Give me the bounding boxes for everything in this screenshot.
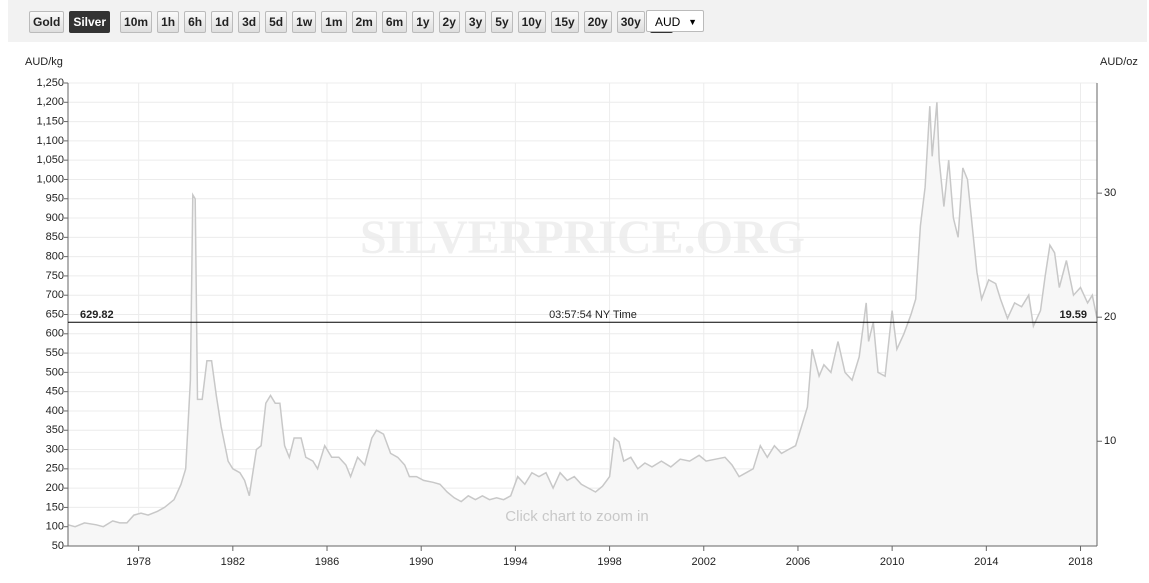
y2-axis-label: AUD/oz xyxy=(1100,56,1138,68)
range-button[interactable]: 1h xyxy=(157,11,180,33)
range-button[interactable]: 10m xyxy=(120,11,153,33)
x-tick-label: 2006 xyxy=(786,556,810,568)
y-tick-label: 1,050 xyxy=(36,154,64,166)
y-tick-label: 1,250 xyxy=(36,77,64,89)
y-tick-label: 400 xyxy=(46,405,64,417)
y2-tick-label: 10 xyxy=(1104,435,1116,447)
y-tick-label: 100 xyxy=(46,521,64,533)
x-tick-label: 2010 xyxy=(880,556,904,568)
range-button[interactable]: 30y xyxy=(616,11,645,33)
y-tick-label: 550 xyxy=(46,347,64,359)
range-button[interactable]: 6h xyxy=(184,11,207,33)
range-button[interactable]: 5y xyxy=(491,11,513,33)
y-tick-label: 250 xyxy=(46,463,64,475)
range-button[interactable]: 1y xyxy=(412,11,434,33)
y-tick-label: 1,000 xyxy=(36,173,64,185)
y-tick-label: 350 xyxy=(46,424,64,436)
y-tick-label: 300 xyxy=(46,443,64,455)
x-tick-label: 1990 xyxy=(409,556,433,568)
range-button[interactable]: 1w xyxy=(292,11,317,33)
y-tick-label: 450 xyxy=(46,386,64,398)
range-button[interactable]: 2y xyxy=(438,11,460,33)
y-tick-label: 650 xyxy=(46,308,64,320)
y-axis-label: AUD/kg xyxy=(25,56,63,68)
range-button[interactable]: 2m xyxy=(351,11,377,33)
chart[interactable]: SILVERPRICE.ORG5010015020025030035040045… xyxy=(0,42,1149,583)
x-tick-label: 1986 xyxy=(315,556,339,568)
y-tick-label: 950 xyxy=(46,193,64,205)
currency-select[interactable]: AUD xyxy=(646,10,704,33)
x-tick-label: 1982 xyxy=(221,556,245,568)
y-tick-label: 200 xyxy=(46,482,64,494)
range-button[interactable]: 10y xyxy=(517,11,546,33)
x-tick-label: 2018 xyxy=(1068,556,1092,568)
range-button[interactable]: 15y xyxy=(550,11,579,33)
range-button[interactable]: Silver xyxy=(69,11,111,33)
y-tick-label: 50 xyxy=(52,540,64,552)
range-button[interactable]: 1d xyxy=(211,11,234,33)
y-tick-label: 1,100 xyxy=(36,135,64,147)
range-button[interactable]: Gold xyxy=(29,11,65,33)
range-button[interactable]: 20y xyxy=(583,11,612,33)
y2-tick-label: 20 xyxy=(1104,311,1116,323)
y2-tick-label: 30 xyxy=(1104,187,1116,199)
current-price-y2-label: 19.59 xyxy=(1059,309,1087,321)
y-tick-label: 1,200 xyxy=(36,96,64,108)
current-price-label: 629.82 xyxy=(80,309,114,321)
x-tick-label: 2014 xyxy=(974,556,998,568)
y-tick-label: 800 xyxy=(46,251,64,263)
y-tick-label: 700 xyxy=(46,289,64,301)
x-tick-label: 2002 xyxy=(692,556,716,568)
price-line xyxy=(67,102,1098,528)
range-button[interactable]: 1m xyxy=(321,11,347,33)
range-button[interactable]: 3d xyxy=(238,11,261,33)
range-buttons: Gold Silver 10m 1h 6h 1d 3d 5d 1w 1m 2m 6m 1y 2y 3y 5y 1… xyxy=(29,11,674,33)
zoom-hint: Click chart to zoom in xyxy=(505,508,648,525)
current-time-label: 03:57:54 NY Time xyxy=(549,309,637,321)
x-tick-label: 1998 xyxy=(597,556,621,568)
x-tick-label: 1994 xyxy=(503,556,527,568)
x-tick-label: 1978 xyxy=(126,556,150,568)
y-tick-label: 900 xyxy=(46,212,64,224)
y-tick-label: 750 xyxy=(46,270,64,282)
range-button[interactable]: 3y xyxy=(464,11,487,33)
toolbar: Gold Silver 10m 1h 6h 1d 3d 5d 1w 1m 2m 6m 1y 2y 3y 5y 1… xyxy=(8,0,1147,42)
price-area xyxy=(68,102,1097,547)
y-tick-label: 850 xyxy=(46,231,64,243)
range-button[interactable]: 5d xyxy=(265,11,288,33)
y-tick-label: 500 xyxy=(46,366,64,378)
y-tick-label: 1,150 xyxy=(36,115,64,127)
range-button[interactable]: 6m xyxy=(381,11,408,33)
y-tick-label: 150 xyxy=(46,501,64,513)
y-tick-label: 600 xyxy=(46,328,64,340)
